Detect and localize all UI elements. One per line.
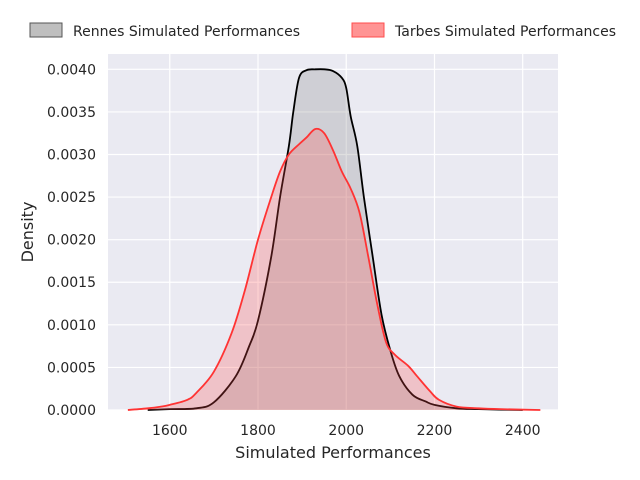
rennes-density-area [147,69,523,411]
legend: Rennes Simulated Performances Tarbes Simu… [29,22,616,40]
y-tick-label: 0.0000 [47,403,96,419]
x-tick-label: 1800 [240,423,276,439]
series-layer [127,68,541,411]
y-tick-label: 0.0040 [47,62,96,78]
y-tick-label: 0.0015 [47,275,96,291]
tarbes-density-line [127,127,541,411]
x-tick-label: 2200 [417,423,453,439]
y-tick-label: 0.0025 [47,190,96,206]
x-axis-label: Simulated Performances [235,443,431,462]
y-tick-label: 0.0010 [47,318,96,334]
x-tick-label: 2000 [328,423,364,439]
rennes-density-line [147,68,523,411]
x-axis: 1600 1800 2000 2200 2400 [152,423,541,439]
tarbes-legend-label: Tarbes Simulated Performances [394,24,616,40]
y-tick-label: 0.0035 [47,105,96,121]
y-tick-label: 0.0020 [47,233,96,249]
y-tick-label: 0.0030 [47,147,96,163]
grid [108,54,558,411]
y-axis-label: Density [18,202,37,263]
y-axis: 0.0000 0.0005 0.0010 0.0015 0.0020 0.0025 0.00… [47,62,96,419]
x-tick-label: 1600 [152,423,188,439]
plot-background [108,54,558,410]
y-tick-label: 0.0005 [47,360,96,376]
tarbes-density-area [127,128,541,410]
rennes-legend-label: Rennes Simulated Performances [73,24,300,40]
rennes-legend-swatch [29,22,63,38]
tarbes-legend-swatch [351,22,385,38]
x-tick-label: 2400 [505,423,541,439]
